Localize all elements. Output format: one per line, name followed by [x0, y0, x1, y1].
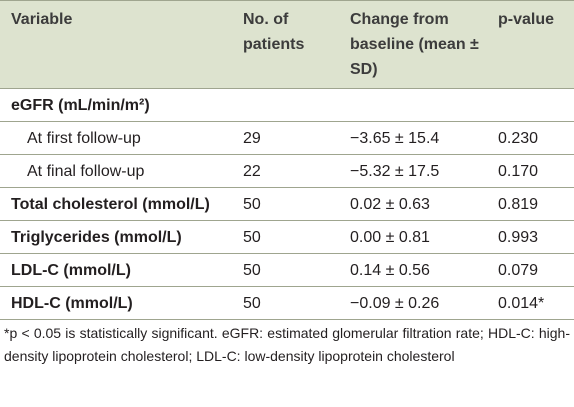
- row-pvalue: [487, 88, 574, 122]
- row-change: 0.14 ± 0.56: [339, 253, 487, 287]
- row-change: [339, 88, 487, 122]
- row-patients: 50: [232, 220, 339, 254]
- header-patients: No. of patients: [232, 0, 339, 89]
- row-patients: 50: [232, 286, 339, 320]
- row-change: −0.09 ± 0.26: [339, 286, 487, 320]
- row-pvalue: 0.014*: [487, 286, 574, 320]
- table-header-row: Variable No. of patients Change from bas…: [0, 0, 574, 89]
- table-row: Total cholesterol (mmol/L) 50 0.02 ± 0.6…: [0, 187, 574, 221]
- table-row: HDL-C (mmol/L) 50 −0.09 ± 0.26 0.014*: [0, 286, 574, 320]
- header-pvalue: p-value: [487, 0, 574, 89]
- table-row: At final follow-up 22 −5.32 ± 17.5 0.170: [0, 154, 574, 188]
- row-variable: At final follow-up: [0, 154, 232, 188]
- row-variable: LDL-C (mmol/L): [0, 253, 232, 287]
- row-variable: HDL-C (mmol/L): [0, 286, 232, 320]
- header-change: Change from baseline (mean ± SD): [339, 0, 487, 89]
- row-change: 0.00 ± 0.81: [339, 220, 487, 254]
- row-patients: 29: [232, 121, 339, 155]
- table-row: LDL-C (mmol/L) 50 0.14 ± 0.56 0.079: [0, 253, 574, 287]
- row-change: −3.65 ± 15.4: [339, 121, 487, 155]
- row-pvalue: 0.819: [487, 187, 574, 221]
- row-pvalue: 0.993: [487, 220, 574, 254]
- table-row: At first follow-up 29 −3.65 ± 15.4 0.230: [0, 121, 574, 155]
- row-variable: Triglycerides (mmol/L): [0, 220, 232, 254]
- header-variable: Variable: [0, 0, 232, 89]
- row-pvalue: 0.230: [487, 121, 574, 155]
- row-patients: [232, 88, 339, 122]
- row-patients: 22: [232, 154, 339, 188]
- row-pvalue: 0.170: [487, 154, 574, 188]
- data-table-container: Variable No. of patients Change from bas…: [0, 0, 574, 364]
- row-variable: eGFR (mL/min/m²): [0, 88, 232, 122]
- row-patients: 50: [232, 253, 339, 287]
- table-row: eGFR (mL/min/m²): [0, 88, 574, 122]
- row-variable: At first follow-up: [0, 121, 232, 155]
- results-table: Variable No. of patients Change from bas…: [0, 0, 574, 320]
- row-pvalue: 0.079: [487, 253, 574, 287]
- row-variable: Total cholesterol (mmol/L): [0, 187, 232, 221]
- row-patients: 50: [232, 187, 339, 221]
- table-row: Triglycerides (mmol/L) 50 0.00 ± 0.81 0.…: [0, 220, 574, 254]
- table-footnote: *p < 0.05 is statistically significant. …: [4, 325, 570, 364]
- row-change: 0.02 ± 0.63: [339, 187, 487, 221]
- row-change: −5.32 ± 17.5: [339, 154, 487, 188]
